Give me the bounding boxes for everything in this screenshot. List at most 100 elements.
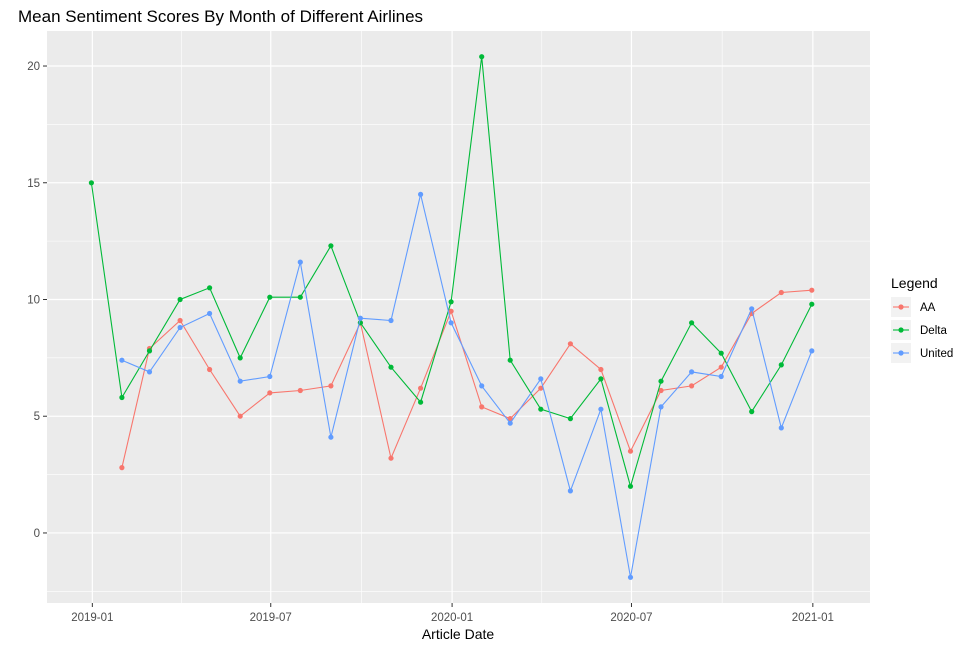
major-gridlines xyxy=(47,31,870,603)
data-point-united xyxy=(689,369,695,375)
data-point-delta xyxy=(146,348,153,354)
data-point-united xyxy=(388,317,394,324)
data-point-united xyxy=(207,310,213,317)
legend-label-aa: AA xyxy=(920,302,936,314)
data-point-united xyxy=(749,306,755,312)
data-point-delta xyxy=(689,320,695,326)
data-point-united xyxy=(357,315,363,321)
data-point-delta xyxy=(479,54,485,60)
data-point-delta xyxy=(658,378,664,384)
data-point-united xyxy=(598,406,604,412)
data-point-delta xyxy=(207,285,213,291)
y-tick-label: 0 xyxy=(34,528,40,540)
data-point-delta xyxy=(749,409,755,415)
x-axis: 2019-01 2019-07 2020-01 2020-07 2021-01 xyxy=(71,603,834,624)
data-point-delta xyxy=(598,376,604,382)
x-axis-title: Article Date xyxy=(422,626,495,642)
x-tick-label: 2019-01 xyxy=(71,612,113,624)
data-point-united xyxy=(778,425,784,431)
data-point-delta xyxy=(88,180,94,186)
data-point-delta xyxy=(297,294,303,300)
data-point-aa xyxy=(627,448,634,454)
y-tick-label: 5 xyxy=(34,411,40,423)
y-tick-label: 15 xyxy=(27,178,40,190)
series-line-aa xyxy=(121,289,812,468)
legend: Legend AA Delta United xyxy=(891,275,953,363)
data-point-united xyxy=(479,383,485,389)
data-point-aa xyxy=(567,341,574,347)
data-point-united xyxy=(809,348,815,354)
data-point-aa xyxy=(177,317,183,324)
data-point-aa xyxy=(778,289,784,296)
legend-title: Legend xyxy=(891,275,938,291)
data-point-united xyxy=(328,434,334,440)
data-point-aa xyxy=(689,383,695,389)
data-point-aa xyxy=(237,413,243,419)
data-point-united xyxy=(267,373,273,380)
data-point-united xyxy=(658,404,664,410)
x-tick-label: 2021-01 xyxy=(792,612,834,624)
data-point-aa xyxy=(328,383,334,389)
data-point-aa xyxy=(809,287,815,293)
y-tick-label: 20 xyxy=(27,61,40,73)
data-point-aa xyxy=(207,366,213,373)
data-point-delta xyxy=(448,299,454,305)
data-point-united xyxy=(448,320,454,326)
plot-panel xyxy=(47,31,870,603)
data-point-delta xyxy=(627,483,634,489)
data-point-united xyxy=(418,191,424,197)
data-point-united xyxy=(146,369,153,375)
data-point-united xyxy=(627,574,634,580)
data-point-aa xyxy=(388,455,394,461)
data-point-aa xyxy=(658,387,664,394)
data-point-united xyxy=(567,488,574,494)
data-point-aa xyxy=(448,308,454,314)
legend-item-aa: AA xyxy=(891,297,936,317)
series-layer xyxy=(88,54,815,580)
data-point-united xyxy=(119,357,125,363)
data-point-delta xyxy=(418,399,424,405)
series-line-united xyxy=(121,194,813,578)
legend-label-united: United xyxy=(920,348,953,360)
data-point-united xyxy=(718,373,724,380)
legend-point-united xyxy=(898,350,904,356)
data-point-delta xyxy=(538,406,544,412)
data-point-delta xyxy=(119,394,125,401)
x-tick-label: 2019-07 xyxy=(250,612,292,624)
data-point-delta xyxy=(507,357,513,363)
data-point-delta xyxy=(567,416,574,422)
legend-item-delta: Delta xyxy=(891,320,947,340)
data-point-united xyxy=(538,376,544,382)
data-point-delta xyxy=(237,355,243,361)
x-tick-label: 2020-01 xyxy=(431,612,473,624)
data-point-aa xyxy=(119,465,125,471)
data-point-aa xyxy=(538,385,544,391)
data-point-delta xyxy=(267,294,273,300)
legend-item-united: United xyxy=(891,343,953,363)
data-point-delta xyxy=(718,350,724,356)
data-point-united xyxy=(297,259,303,265)
chart-title: Mean Sentiment Scores By Month of Differ… xyxy=(18,7,423,26)
data-point-delta xyxy=(778,362,784,368)
legend-label-delta: Delta xyxy=(920,325,947,337)
data-point-delta xyxy=(328,243,334,249)
data-point-aa xyxy=(297,387,303,394)
data-point-united xyxy=(507,420,513,426)
legend-point-delta xyxy=(898,327,904,333)
data-point-delta xyxy=(177,296,183,303)
y-tick-label: 10 xyxy=(27,294,40,306)
data-point-united xyxy=(177,324,183,331)
series-united xyxy=(119,191,815,580)
data-point-aa xyxy=(718,364,724,370)
y-axis: 0 5 10 15 20 xyxy=(27,61,47,540)
data-point-delta xyxy=(809,301,815,307)
data-point-aa xyxy=(598,366,604,373)
data-point-aa xyxy=(507,416,513,422)
data-point-aa xyxy=(418,385,424,391)
minor-gridlines xyxy=(47,31,870,603)
series-delta xyxy=(88,54,815,489)
legend-point-aa xyxy=(898,304,904,310)
data-point-aa xyxy=(267,390,273,396)
data-point-united xyxy=(237,378,243,384)
